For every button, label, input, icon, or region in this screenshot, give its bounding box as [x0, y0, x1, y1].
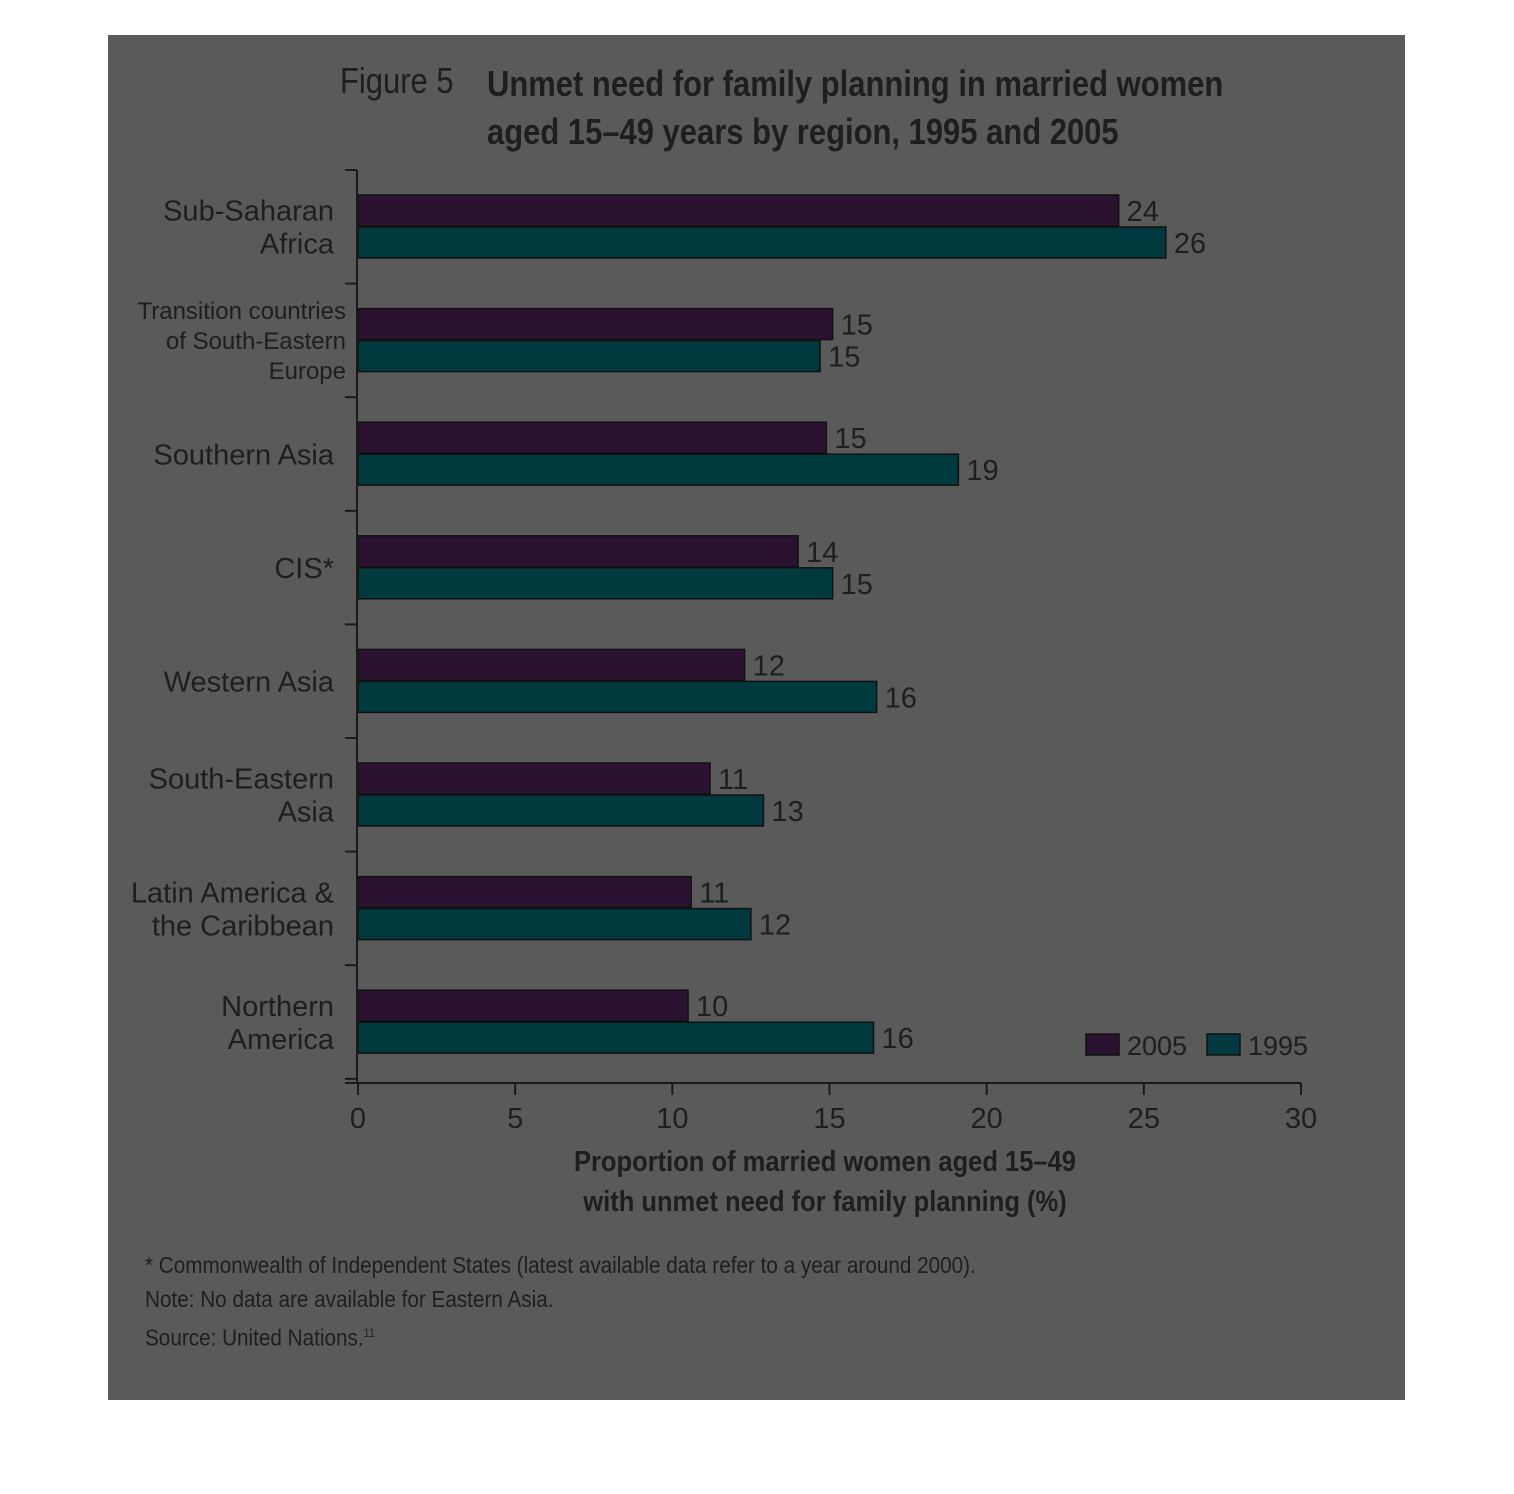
- footnote-source-ref: 11: [363, 1326, 375, 1340]
- value-label-2005-4: 12: [753, 650, 785, 682]
- bar-1995-1: [357, 339, 821, 373]
- bar-2005-1: [357, 307, 834, 341]
- footnote-note: Note: No data are available for Eastern …: [145, 1286, 554, 1312]
- bar-2005-0: [357, 194, 1120, 227]
- legend-label-1995: 1995: [1248, 1031, 1308, 1061]
- bar-1995-3: [357, 567, 834, 600]
- value-label-2005-3: 14: [806, 537, 838, 569]
- x-tick-label-5: 25: [1128, 1103, 1160, 1135]
- legend-swatch-2005: [1085, 1033, 1120, 1056]
- category-label-3-0: CIS*: [274, 553, 334, 585]
- bar-2005-3: [357, 535, 799, 568]
- x-axis-label: Proportion of married women aged 15–49 w…: [517, 1142, 1133, 1222]
- x-tick-label-3: 15: [813, 1103, 845, 1135]
- bar-1995-4: [357, 680, 878, 714]
- category-label-0-1: Africa: [260, 229, 335, 261]
- chart-panel: [108, 35, 1405, 1400]
- footnotes: * Commonwealth of Independent States (la…: [145, 1248, 976, 1355]
- x-tick-label-1: 5: [507, 1103, 523, 1135]
- x-tick-label-6: 30: [1285, 1103, 1317, 1135]
- category-label-6-0: Latin America &: [131, 877, 334, 909]
- x-tick-label-2: 10: [656, 1103, 688, 1135]
- bar-2005-7: [357, 989, 689, 1022]
- x-axis-label-line-2: with unmet need for family planning (%): [583, 1186, 1067, 1218]
- category-label-4-0: Western Asia: [164, 667, 335, 699]
- chart-title-line-2: aged 15–49 years by region, 1995 and 200…: [487, 111, 1119, 152]
- footnote-source: Source: United Nations.11: [145, 1316, 976, 1355]
- x-tick-label-0: 0: [350, 1103, 366, 1135]
- category-label-0-0: Sub-Saharan: [163, 196, 334, 228]
- legend-label-2005: 2005: [1127, 1031, 1187, 1061]
- bar-1995-5: [357, 794, 765, 827]
- bar-2005-6: [357, 875, 692, 909]
- value-label-2005-5: 11: [718, 764, 748, 796]
- value-label-1995-0: 26: [1174, 228, 1206, 260]
- footnote-cis: * Commonwealth of Independent States (la…: [145, 1252, 976, 1278]
- figure-label: Figure 5: [340, 60, 454, 101]
- bar-1995-7: [357, 1021, 875, 1054]
- category-label-7-0: Northern: [221, 991, 334, 1023]
- value-label-1995-6: 12: [759, 910, 791, 942]
- legend-swatch-1995: [1206, 1033, 1241, 1056]
- value-label-1995-3: 15: [841, 569, 873, 601]
- chart-title-line-1: Unmet need for family planning in marrie…: [487, 63, 1224, 104]
- value-label-1995-4: 16: [885, 682, 917, 714]
- value-label-2005-1: 15: [841, 310, 873, 342]
- value-label-2005-6: 11: [699, 878, 729, 910]
- value-label-1995-1: 15: [828, 342, 860, 374]
- x-axis-label-line-1: Proportion of married women aged 15–49: [573, 1146, 1077, 1178]
- bar-1995-6: [357, 907, 752, 941]
- bar-2005-2: [357, 421, 828, 454]
- value-label-2005-2: 15: [834, 423, 866, 455]
- category-label-5-0: South-Eastern: [149, 764, 334, 796]
- category-label-5-1: Asia: [278, 797, 335, 829]
- x-tick-label-4: 20: [971, 1103, 1003, 1135]
- category-label-6-1: the Caribbean: [152, 910, 334, 942]
- bar-1995-2: [357, 453, 960, 486]
- value-label-2005-7: 10: [696, 991, 728, 1023]
- value-label-1995-7: 16: [882, 1023, 914, 1055]
- category-label-1-2: Europe: [269, 358, 346, 385]
- category-label-7-1: America: [228, 1024, 335, 1056]
- category-label-1-1: of South-Eastern: [166, 328, 346, 355]
- category-label-2-0: Southern Asia: [153, 439, 334, 471]
- value-label-1995-5: 13: [771, 796, 803, 828]
- category-label-1-0: Transition countries: [137, 298, 346, 325]
- chart-title: Unmet need for family planning in marrie…: [487, 60, 1223, 156]
- bar-2005-4: [357, 648, 746, 682]
- value-label-2005-0: 24: [1127, 196, 1159, 228]
- bar-2005-5: [357, 762, 711, 795]
- bar-1995-0: [357, 226, 1167, 259]
- value-label-1995-2: 19: [966, 455, 998, 487]
- footnote-source-text: Source: United Nations.: [145, 1324, 364, 1351]
